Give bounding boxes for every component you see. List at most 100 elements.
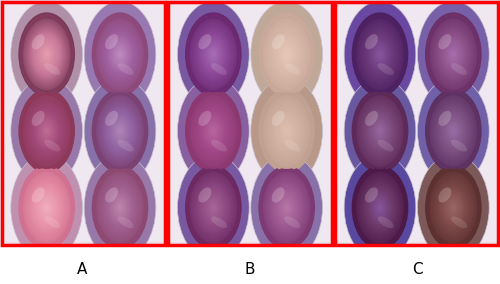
Circle shape [190,21,236,88]
Circle shape [373,197,387,218]
Circle shape [353,14,407,94]
Ellipse shape [378,63,394,75]
Text: C: C [412,262,423,277]
Ellipse shape [438,34,452,49]
Circle shape [32,33,61,75]
Ellipse shape [118,140,134,151]
Ellipse shape [272,34,284,49]
Circle shape [212,205,214,210]
Circle shape [378,52,382,57]
Circle shape [30,29,64,80]
Ellipse shape [105,187,118,202]
Circle shape [103,29,137,80]
Circle shape [429,95,478,167]
Circle shape [32,110,61,152]
Circle shape [418,78,489,184]
Circle shape [280,44,294,65]
Circle shape [281,46,292,63]
Circle shape [204,116,223,146]
Circle shape [271,184,302,231]
Circle shape [186,168,240,247]
Circle shape [21,16,72,92]
Circle shape [439,187,468,229]
Circle shape [188,16,239,92]
Circle shape [44,203,50,212]
Circle shape [435,27,472,82]
Circle shape [192,176,234,239]
Ellipse shape [32,34,44,49]
Circle shape [366,33,394,75]
Circle shape [284,127,290,135]
Circle shape [258,12,315,96]
Circle shape [22,95,71,167]
Circle shape [352,12,408,96]
Circle shape [202,114,224,148]
Circle shape [452,52,454,57]
Circle shape [445,42,462,67]
Circle shape [430,174,476,241]
Ellipse shape [198,187,211,202]
Circle shape [364,31,396,78]
Circle shape [352,89,408,173]
Circle shape [367,36,393,73]
Circle shape [11,1,83,107]
Ellipse shape [211,140,227,151]
Ellipse shape [284,216,300,228]
Circle shape [40,120,54,141]
Circle shape [438,184,469,231]
Circle shape [41,199,52,216]
Circle shape [370,193,390,222]
Circle shape [278,195,295,220]
Ellipse shape [198,111,211,126]
Circle shape [359,23,401,86]
Circle shape [428,170,479,245]
Circle shape [118,205,122,210]
Circle shape [26,176,68,239]
Circle shape [116,201,124,214]
Circle shape [449,201,458,214]
Bar [336,5,496,242]
Circle shape [27,102,66,160]
Ellipse shape [211,216,227,228]
Circle shape [444,116,463,146]
Circle shape [102,27,138,82]
Circle shape [425,166,482,250]
Circle shape [195,180,232,235]
Circle shape [30,182,64,233]
Circle shape [372,195,388,220]
Ellipse shape [365,34,378,49]
Circle shape [452,129,454,133]
Circle shape [446,197,460,218]
Circle shape [100,25,140,84]
Ellipse shape [118,63,134,75]
Circle shape [107,112,133,150]
Circle shape [26,99,68,162]
Circle shape [194,178,233,237]
Circle shape [20,14,74,94]
Ellipse shape [118,216,134,228]
Circle shape [98,99,142,162]
Circle shape [430,97,476,164]
Circle shape [194,102,233,160]
Circle shape [42,125,51,137]
Circle shape [205,42,222,67]
Circle shape [104,184,136,231]
Circle shape [116,125,124,137]
Circle shape [41,46,52,63]
Circle shape [274,189,299,226]
Circle shape [268,27,305,82]
Circle shape [208,199,219,216]
Circle shape [344,154,416,261]
Circle shape [26,23,68,86]
Circle shape [436,182,470,233]
Circle shape [84,1,156,107]
Circle shape [28,104,65,158]
Circle shape [370,40,390,69]
Circle shape [199,110,228,152]
Circle shape [209,48,218,61]
Circle shape [430,21,476,88]
Circle shape [28,180,65,235]
Circle shape [96,172,144,243]
Circle shape [200,189,226,226]
Circle shape [368,191,392,224]
